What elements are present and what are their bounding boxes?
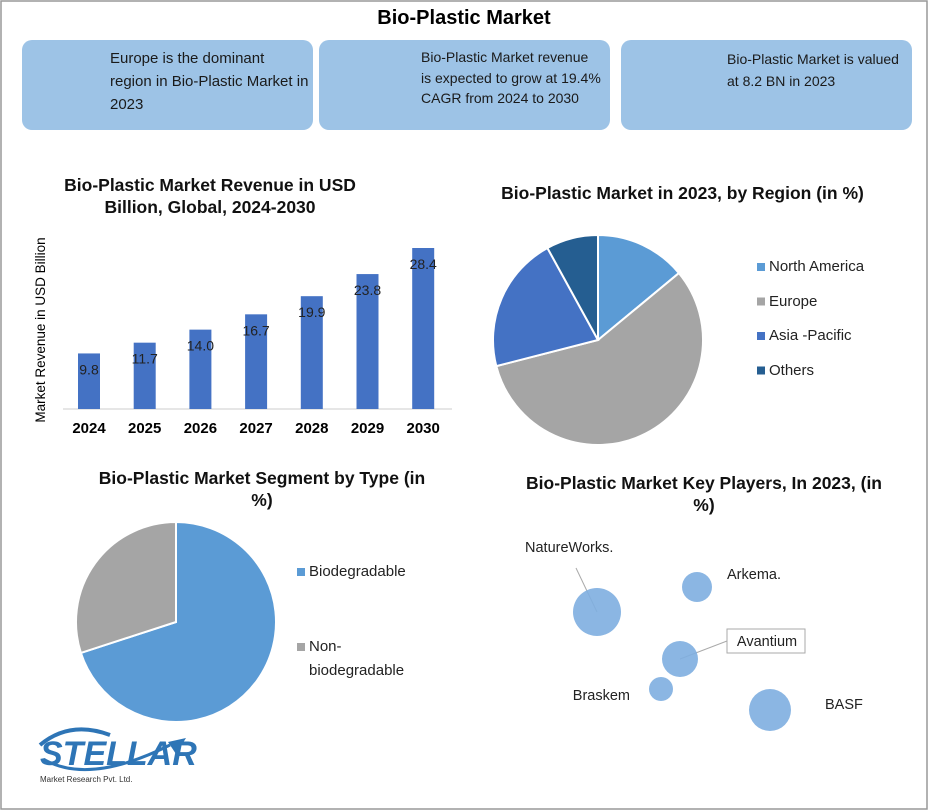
card-text: Europe is the dominant region in Bio-Pla…: [110, 50, 309, 113]
page-title: Bio-Plastic Market: [377, 7, 551, 29]
bar: [245, 314, 268, 409]
legend-swatch: [757, 366, 765, 375]
bar: [412, 248, 435, 409]
bubble: [749, 689, 791, 731]
x-tick-label: 2024: [72, 420, 106, 437]
x-tick-label: 2030: [407, 420, 440, 437]
pie-slice: [546, 233, 599, 341]
value-label: 16.7: [242, 322, 269, 338]
legend-swatch: [297, 643, 305, 651]
value-label: 14.0: [187, 338, 214, 354]
pie-slice: [492, 246, 600, 368]
legend-label: North America: [769, 258, 865, 275]
chart-title: Bio-Plastic Market in 2023, by Region (i…: [501, 183, 864, 203]
logo-tagline: Market Research Pvt. Ltd.: [40, 775, 132, 784]
bubble-label: Braskem: [573, 688, 630, 704]
value-label: 28.4: [410, 256, 437, 272]
pie-slice: [75, 520, 177, 655]
bar: [78, 353, 100, 409]
label-box: [726, 628, 806, 654]
card: Bio-Plastic Market revenue is expected t…: [319, 40, 610, 130]
logo-name: STELLAR: [40, 735, 197, 773]
bubble: [649, 677, 673, 701]
chart-title: Bio-Plastic Market Revenue in USD Billio…: [64, 175, 356, 217]
x-tick-label: 2028: [295, 420, 328, 437]
x-tick-label: 2025: [128, 420, 161, 437]
legend-label: Asia -Pacific: [769, 327, 852, 344]
card-text: Bio-Plastic Market is valued at 8.2 BN i…: [727, 51, 899, 89]
pie-slice: [597, 233, 681, 343]
chart-title: Bio-Plastic Market Segment by Type (in %…: [98, 468, 426, 510]
x-tick-label: 2027: [239, 420, 272, 437]
y-axis-label: Market Revenue in USD Billion: [33, 237, 48, 422]
pie-slice: [79, 520, 277, 723]
legend-swatch: [757, 263, 765, 271]
chart-title: Bio-Plastic Market Key Players, In 2023,…: [526, 473, 882, 515]
card-text: Bio-Plastic Market revenue is expected t…: [421, 49, 601, 106]
legend-label: Europe: [769, 292, 818, 310]
bar: [133, 342, 156, 409]
legend-swatch: [757, 332, 765, 340]
legend-label: Biodegradable: [309, 563, 406, 580]
bubble-label: NatureWorks.: [525, 540, 613, 556]
value-label: 11.7: [132, 351, 158, 367]
bar: [300, 296, 323, 409]
bar: [189, 329, 212, 409]
pie-slice: [495, 271, 704, 446]
bubble-label: BASF: [825, 697, 863, 713]
x-tick-label: 2026: [184, 420, 217, 437]
bar: [356, 274, 379, 409]
value-label: 19.9: [298, 304, 325, 320]
legend-swatch: [297, 568, 305, 576]
value-label: 23.8: [354, 282, 381, 298]
card: Bio-Plastic Market is valued at 8.2 BN i…: [621, 40, 912, 130]
card: Europe is the dominant region in Bio-Pla…: [22, 40, 313, 130]
legend-label: Others: [769, 361, 815, 379]
logo-mark: [38, 727, 186, 772]
bubble: [573, 588, 621, 636]
bubble-label: Avantium: [737, 634, 797, 650]
bubble-label: Arkema.: [727, 567, 781, 583]
bubble: [662, 641, 698, 677]
legend-swatch: [757, 297, 765, 306]
legend-label: Non-biodegradable: [309, 638, 405, 679]
value-label: 9.8: [79, 361, 99, 377]
x-tick-label: 2029: [351, 420, 384, 437]
bubble: [682, 572, 712, 602]
